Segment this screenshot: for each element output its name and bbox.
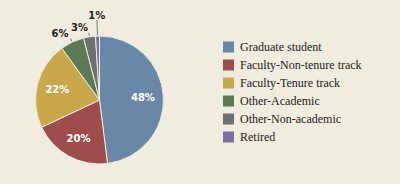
legend-swatch bbox=[223, 114, 234, 125]
legend-label: Faculty-Tenure track bbox=[240, 76, 340, 90]
data-label: 3% bbox=[71, 22, 88, 33]
leader-line bbox=[96, 20, 97, 35]
chart: 48% 20% 22% 6%3%1% Graduate student Faculty-N… bbox=[0, 0, 400, 184]
legend: Graduate student Faculty-Non-tenure track… bbox=[223, 40, 362, 144]
legend-swatch bbox=[223, 132, 234, 143]
data-labels: 48% 20% 22% 6%3%1% bbox=[45, 10, 155, 144]
data-label: 1% bbox=[88, 10, 105, 21]
legend-label: Other-Academic bbox=[240, 94, 320, 108]
leader-line bbox=[88, 33, 89, 36]
data-label: 48% bbox=[131, 92, 155, 103]
pie-slice bbox=[95, 36, 99, 100]
legend-swatch bbox=[223, 60, 234, 71]
data-label: 20% bbox=[67, 133, 91, 144]
leader-line bbox=[71, 38, 72, 41]
legend-swatch bbox=[223, 42, 234, 53]
pie-slice bbox=[100, 36, 164, 163]
legend-swatch bbox=[223, 78, 234, 89]
pie-slices bbox=[36, 36, 164, 164]
legend-label: Graduate student bbox=[240, 40, 322, 54]
legend-label: Other-Non-academic bbox=[240, 112, 341, 126]
legend-label: Faculty-Non-tenure track bbox=[240, 58, 362, 72]
data-label: 6% bbox=[51, 28, 68, 39]
legend-label: Retired bbox=[240, 130, 275, 144]
data-label: 22% bbox=[45, 84, 69, 95]
legend-swatch bbox=[223, 96, 234, 107]
pie-slice bbox=[84, 36, 100, 100]
